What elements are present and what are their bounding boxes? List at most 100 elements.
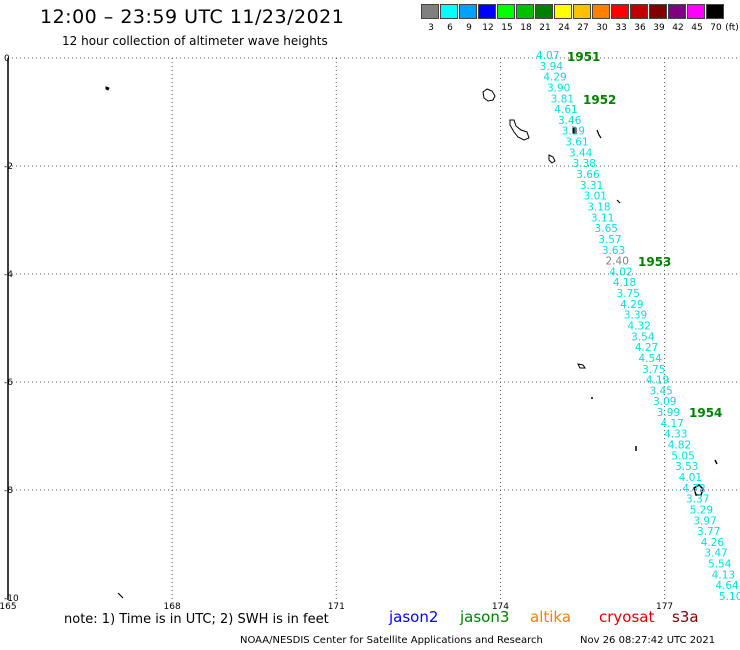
legend-label: 12 [482, 23, 494, 33]
island-outline [714, 459, 718, 465]
pass-labels: 1951 1952 1953 1954 [567, 50, 722, 420]
legend-label: 24 [558, 23, 570, 33]
island-outline [117, 592, 124, 599]
swh-reading: 3.57 [598, 234, 621, 246]
lon-tick-label: 168 [164, 602, 181, 612]
swh-reading: 3.54 [631, 331, 655, 343]
satellite-name: cryosat [599, 608, 655, 626]
swh-reading: 4.29 [543, 72, 566, 84]
island-outline [509, 119, 530, 141]
swh-reading: 3.18 [587, 201, 610, 213]
island-outline [616, 199, 621, 204]
island-outlines [105, 86, 718, 599]
legend-swatch [459, 4, 477, 19]
swh-reading: 3.65 [595, 223, 618, 235]
swh-reading: 5.54 [708, 559, 732, 571]
swh-reading: 3.11 [591, 212, 614, 224]
lat-tick-label: -2 [4, 162, 13, 172]
footer-credit: NOAA/NESDIS Center for Satellite Applica… [240, 635, 543, 646]
legend-swatch [687, 4, 705, 19]
legend-swatch [478, 4, 496, 19]
lat-tick-label: -8 [4, 486, 13, 496]
legend-label: 33 [615, 23, 627, 33]
swh-reading: 5.29 [690, 504, 713, 516]
legend-swatch [649, 4, 667, 19]
legend-label: 21 [539, 23, 551, 33]
swh-reading: 4.07 [536, 50, 559, 62]
swh-reading: 4.26 [701, 537, 725, 549]
lon-tick-label: 165 [0, 602, 17, 612]
swh-reading: 3.77 [697, 526, 720, 538]
swh-reading: 4.72 [682, 483, 705, 495]
lat-tick-label: -10 [4, 594, 19, 604]
swh-reading: 3.01 [584, 191, 607, 203]
swh-reading: 3.63 [602, 245, 625, 257]
legend-label: 39 [653, 23, 665, 33]
swh-reading: 3.39 [624, 310, 647, 322]
legend-label: 36 [634, 23, 646, 33]
pass-label: 1954 [689, 406, 722, 420]
legend-label: 3 [428, 23, 434, 33]
legend-swatch [668, 4, 686, 19]
legend-swatch [516, 4, 534, 19]
swh-reading: 3.19 [562, 126, 585, 138]
island-outline [105, 86, 110, 91]
swh-reading: 3.38 [573, 158, 596, 170]
lon-tick-label: 177 [656, 602, 673, 612]
island-outline [577, 363, 586, 369]
swh-reading: 3.44 [569, 147, 593, 159]
legend-label: 30 [596, 23, 608, 33]
swh-reading: 3.75 [617, 288, 640, 300]
altimeter-track: 4.073.944.293.903.814.613.463.193.613.44… [536, 50, 740, 603]
island-outline [693, 484, 704, 496]
legend-swatch [611, 4, 629, 19]
swh-reading: 4.32 [628, 321, 651, 333]
swh-reading: 4.17 [660, 418, 683, 430]
swh-reading: 4.61 [554, 104, 577, 116]
legend-swatch [421, 4, 439, 19]
legend-unit: (ft) [725, 23, 739, 33]
legend-label: 45 [691, 23, 703, 33]
swh-reading: 3.97 [693, 515, 716, 527]
swh-reading: 4.29 [620, 299, 643, 311]
island-outline [596, 129, 602, 139]
legend-label: 6 [447, 23, 453, 33]
swh-reading: 2.40 [606, 256, 629, 268]
legend-swatch [573, 4, 591, 19]
swh-reading: 3.61 [565, 137, 588, 149]
satellite-name: jason3 [460, 608, 510, 626]
lat-tick-label: -4 [4, 270, 13, 280]
swh-reading: 4.27 [635, 342, 658, 354]
swh-reading: 3.53 [675, 461, 698, 473]
legend-swatch [440, 4, 458, 19]
swh-reading: 3.94 [540, 61, 564, 73]
swh-reading: 3.90 [547, 82, 570, 94]
map-title: 12:00 – 23:59 UTC 11/23/2021 [40, 6, 345, 28]
lat-tick-label: 0 [4, 54, 10, 64]
swh-reading: 3.31 [580, 180, 603, 192]
swh-reading: 3.66 [576, 169, 600, 181]
swh-reading: 3.99 [657, 407, 680, 419]
legend-label: 42 [672, 23, 684, 33]
satellite-name: s3a [672, 608, 699, 626]
swh-reading: 5.05 [671, 450, 694, 462]
lat-tick-label: -6 [4, 378, 13, 388]
legend-label: 9 [466, 23, 472, 33]
legend-label: 70 [710, 23, 722, 33]
swh-reading: 5.10 [719, 591, 740, 603]
legend-swatch [554, 4, 572, 19]
satellite-name: altika [530, 608, 572, 626]
swh-reading: 4.54 [638, 353, 662, 365]
swh-reading: 4.33 [664, 429, 687, 441]
swh-reading: 4.82 [668, 440, 691, 452]
pass-label: 1953 [638, 255, 671, 269]
swh-reading: 4.01 [679, 472, 702, 484]
island-outline [482, 88, 496, 102]
island-outline [572, 126, 577, 134]
island-outline [591, 397, 593, 399]
swh-reading: 3.81 [551, 93, 574, 105]
legend-swatch [497, 4, 515, 19]
lon-tick-label: 174 [492, 602, 509, 612]
